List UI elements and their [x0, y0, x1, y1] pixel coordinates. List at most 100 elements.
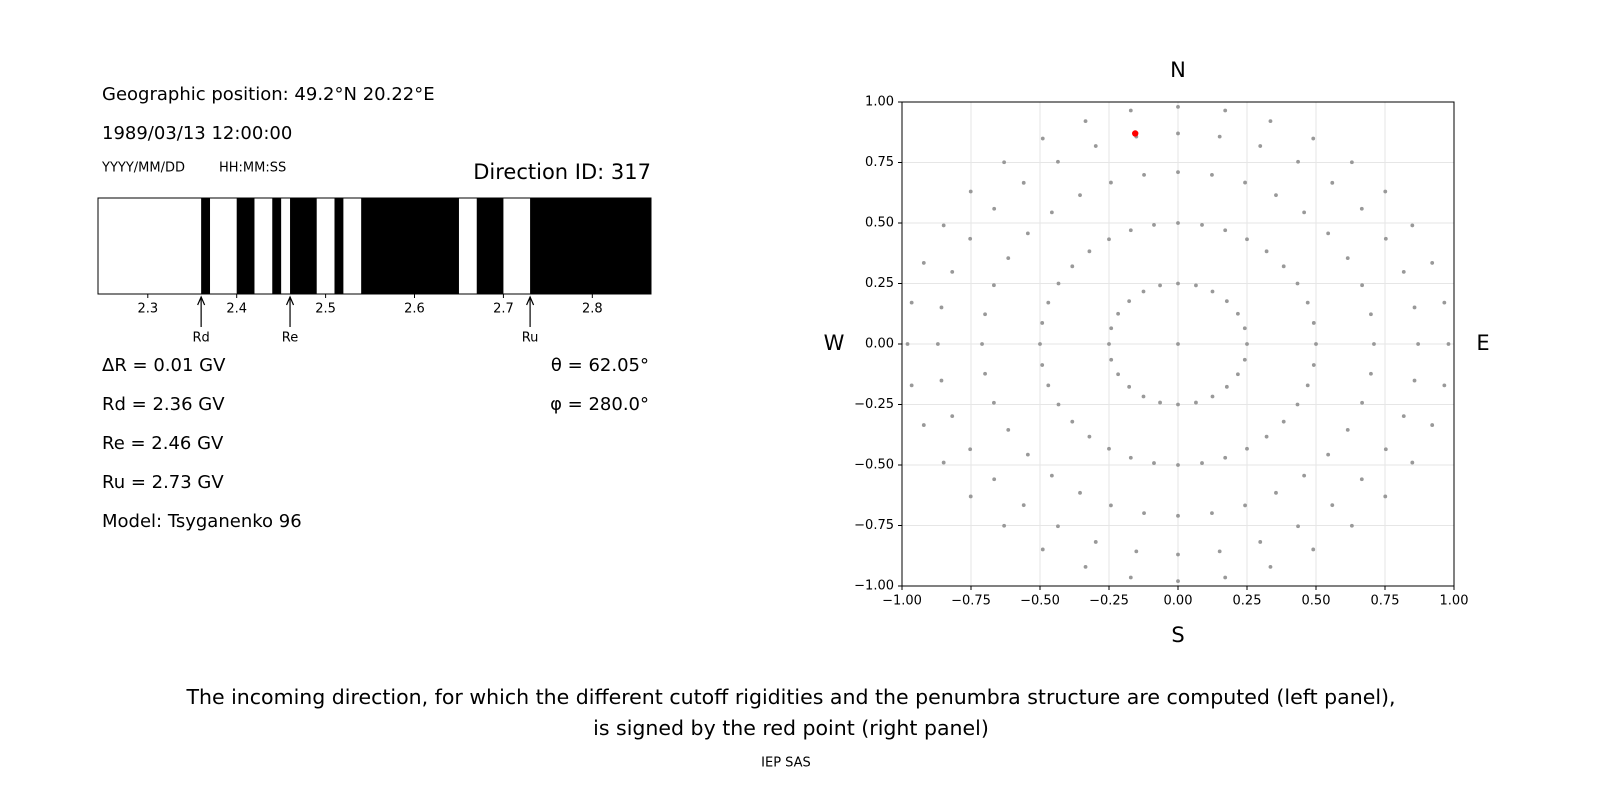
y-tick-label: −0.50 [854, 458, 894, 473]
x-tick-label: 0.75 [1371, 594, 1400, 609]
direction-point [939, 305, 944, 310]
direction-point [1176, 513, 1180, 518]
direction-point [1141, 394, 1146, 399]
direction-point [1176, 579, 1180, 584]
direction-point [921, 423, 926, 427]
datetime-text: 1989/03/13 12:00:00 [102, 123, 292, 144]
allowed-band [254, 198, 273, 294]
direction-point [1442, 300, 1447, 305]
direction-point [1176, 281, 1180, 286]
direction-point [1360, 400, 1364, 405]
direction-point [1383, 236, 1388, 241]
direction-point [1025, 452, 1030, 457]
direction-point [1194, 400, 1198, 405]
direction-point [1302, 473, 1307, 478]
caption-line: is signed by the red point (right panel) [593, 716, 989, 740]
direction-point [1158, 400, 1162, 405]
y-tick-label: −0.25 [854, 397, 894, 412]
direction-point [1430, 261, 1435, 265]
x-tick-label: 2.6 [404, 302, 425, 317]
direction-point [1109, 503, 1113, 508]
info-line: Re = 2.46 GV [102, 433, 224, 454]
direction-point [1295, 402, 1300, 407]
direction-point [941, 460, 946, 465]
direction-point [1002, 160, 1007, 165]
marker-label: Rd [192, 331, 209, 346]
y-tick-label: −1.00 [854, 579, 894, 594]
direction-point [1281, 419, 1286, 424]
x-tick-label: −0.25 [1089, 594, 1129, 609]
direction-point [1142, 511, 1146, 516]
direction-point [1217, 549, 1222, 554]
x-tick-label: 2.4 [226, 302, 247, 317]
allowed-band [503, 198, 531, 294]
direction-point [1314, 342, 1318, 346]
direction-point [1416, 342, 1421, 346]
compass-label: E [1476, 331, 1489, 355]
direction-point [1093, 540, 1098, 544]
y-tick-label: 0.25 [865, 276, 894, 291]
direction-point [1078, 193, 1082, 198]
direction-point [1021, 180, 1026, 185]
info-line: Ru = 2.73 GV [102, 472, 224, 493]
position-text: Geographic position: 49.2°N 20.22°E [102, 84, 435, 105]
direction-point [1345, 428, 1350, 432]
direction-point [983, 371, 987, 376]
angle-line: φ = 280.0° [550, 394, 649, 415]
date-format: YYYY/MM/DD [101, 161, 185, 176]
direction-point [1311, 547, 1316, 552]
direction-point [1243, 503, 1247, 508]
marker-label: Re [282, 331, 298, 346]
compass-label: N [1170, 58, 1186, 82]
direction-point [1210, 172, 1214, 177]
direction-point [1268, 119, 1273, 124]
direction-point [1040, 547, 1045, 552]
x-tick-label: 0.00 [1164, 594, 1193, 609]
direction-point [1410, 223, 1415, 228]
credit: IEP SAS [761, 756, 811, 771]
direction-point [1223, 108, 1228, 113]
direction-point [1264, 249, 1269, 254]
direction-point [1372, 342, 1376, 346]
direction-point [1296, 524, 1300, 529]
direction-point [1274, 490, 1278, 495]
direction-point [1369, 371, 1373, 376]
direction-point [1176, 221, 1180, 225]
allowed-band [458, 198, 477, 294]
direction-point [1245, 237, 1249, 242]
direction-point [1223, 228, 1228, 233]
compass-label: S [1171, 623, 1184, 647]
direction-point [968, 494, 973, 499]
direction-point [939, 378, 944, 383]
direction-point [1116, 311, 1121, 316]
direction-point [1217, 134, 1222, 139]
arrow-head [285, 295, 295, 306]
direction-point [1242, 357, 1247, 362]
direction-point [1006, 428, 1011, 432]
direction-point [1264, 434, 1269, 439]
direction-point [1296, 159, 1300, 164]
allowed-band [343, 198, 362, 294]
direction-point [1210, 511, 1214, 516]
direction-id: Direction ID: 317 [473, 160, 651, 184]
direction-point [1025, 231, 1030, 236]
direction-point [1070, 264, 1075, 269]
x-tick-label: 1.00 [1440, 594, 1469, 609]
direction-point [1128, 575, 1133, 580]
x-tick-label: −0.50 [1020, 594, 1060, 609]
direction-point [1245, 446, 1249, 451]
x-tick-label: 2.7 [493, 302, 514, 317]
direction-point [992, 283, 996, 288]
direction-point [1127, 384, 1132, 389]
x-tick-label: −0.75 [951, 594, 991, 609]
direction-point [1134, 549, 1139, 554]
direction-point [1176, 131, 1180, 136]
direction-point [1142, 172, 1146, 177]
x-tick-label: −1.00 [882, 594, 922, 609]
x-tick-label: 0.50 [1302, 594, 1331, 609]
direction-point [1046, 383, 1051, 388]
direction-point [1258, 540, 1263, 544]
direction-point [1040, 321, 1045, 325]
direction-point [1087, 249, 1092, 254]
direction-point [1087, 434, 1092, 439]
